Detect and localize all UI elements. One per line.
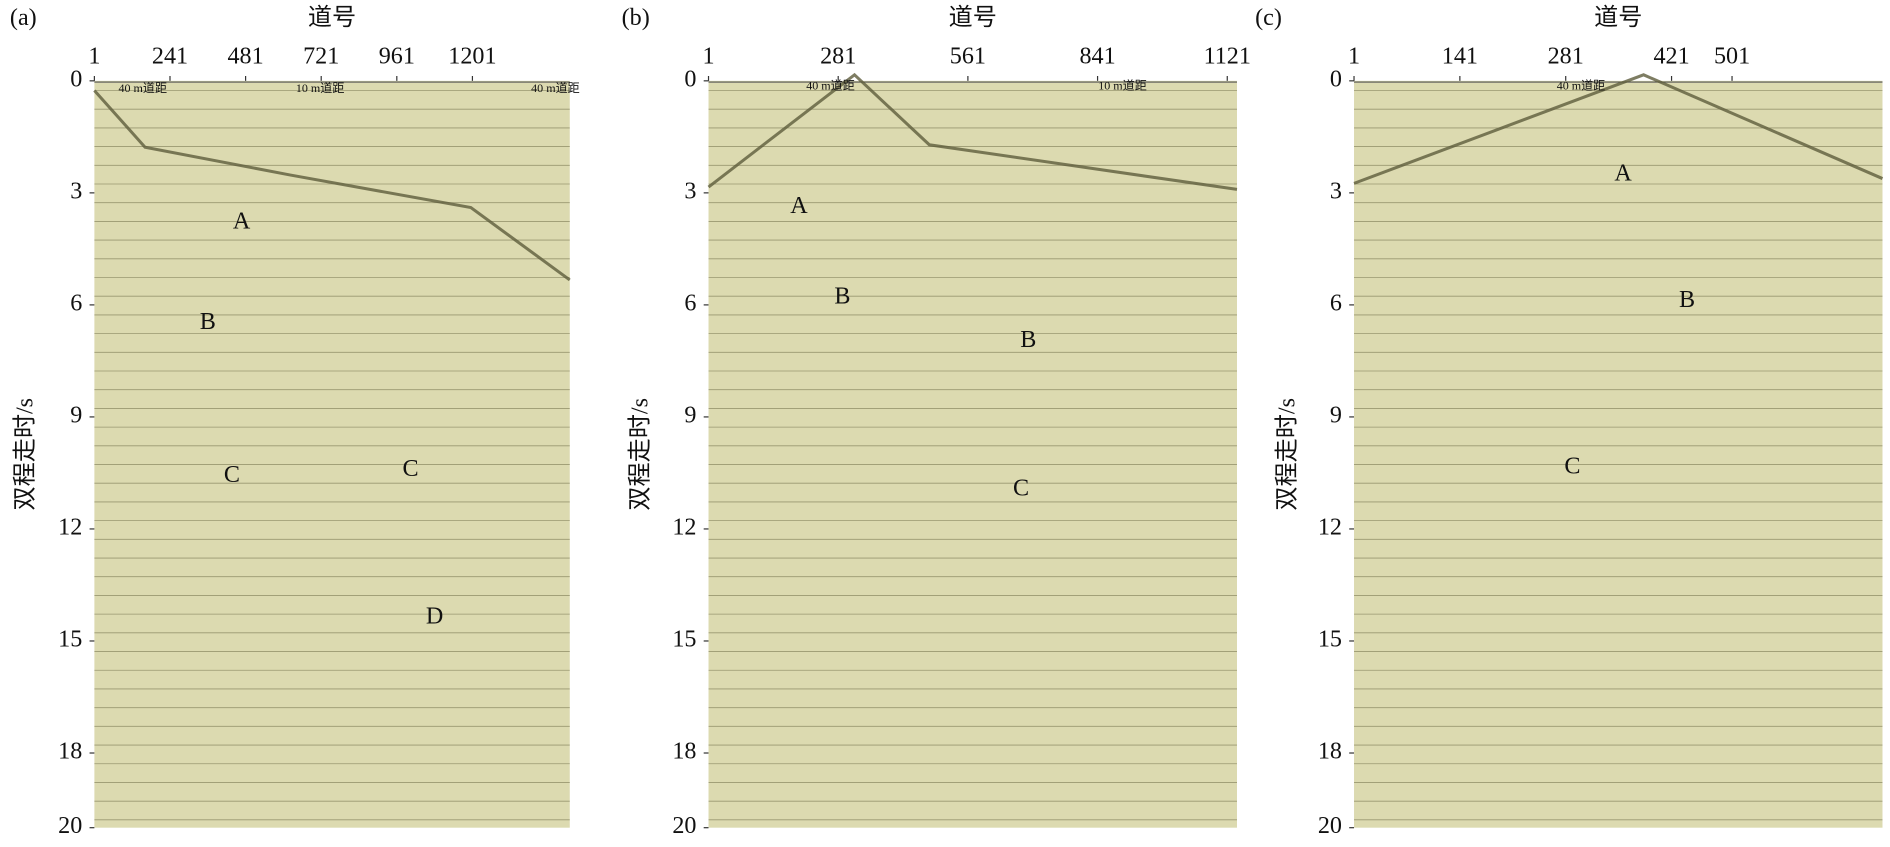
y-tick-label: 15 xyxy=(672,626,696,653)
panel-label: (a) xyxy=(10,4,37,31)
reflector-label: C xyxy=(224,461,240,488)
x-tick-label: 1 xyxy=(702,42,714,69)
y-tick-label: 3 xyxy=(684,177,696,204)
first-arrival xyxy=(1353,73,1884,185)
reflector-label: B xyxy=(834,283,850,310)
y-tick-label: 0 xyxy=(684,65,696,92)
reflector-label: A xyxy=(1614,159,1632,186)
reflector-label: A xyxy=(233,208,251,235)
x-tick-label: 501 xyxy=(1714,42,1750,69)
distance-label: 40 m道距 xyxy=(806,79,855,93)
reflector-label: A xyxy=(790,192,808,219)
y-tick-label: 18 xyxy=(672,738,696,765)
panel: 1 241 481 721 961 1201 0 3 6 9 12 15 18 20 (a) 道号双程走时/s… xyxy=(10,4,580,839)
y-tick-label: 18 xyxy=(1318,738,1342,765)
first-arrival xyxy=(707,72,1238,191)
y-tick-label: 6 xyxy=(1330,289,1342,316)
reflector-label: C xyxy=(1564,453,1580,480)
panel-label: (b) xyxy=(622,4,650,31)
distance-label: 10 m道距 xyxy=(1098,79,1147,93)
x-tick-label: 561 xyxy=(950,42,986,69)
section-background xyxy=(1354,80,1883,828)
y-tick-label: 12 xyxy=(58,513,82,540)
x-tick-label: 421 xyxy=(1653,42,1689,69)
distance-label: 10 m道距 xyxy=(296,81,345,95)
y-tick-label: 20 xyxy=(672,812,696,839)
distance-label: 40 m道距 xyxy=(119,81,168,95)
distance-label: 40 m道距 xyxy=(531,81,580,95)
section-background xyxy=(94,80,570,828)
x-axis-title: 道号 xyxy=(949,4,997,31)
x-tick-label: 1 xyxy=(88,42,100,69)
x-tick-label: 721 xyxy=(303,42,339,69)
reflector-label: B xyxy=(200,308,216,335)
y-axis-title: 双程走时/s xyxy=(1273,398,1300,511)
panel-label: (c) xyxy=(1255,4,1282,31)
y-tick-label: 9 xyxy=(1330,401,1342,428)
reflector-label: B xyxy=(1679,286,1695,313)
y-tick-label: 20 xyxy=(58,812,82,839)
x-axis-title: 道号 xyxy=(308,4,356,31)
y-axis-title: 双程走时/s xyxy=(627,398,654,511)
y-tick-label: 12 xyxy=(1318,513,1342,540)
x-tick-label: 141 xyxy=(1442,42,1478,69)
x-tick-label: 1201 xyxy=(448,42,496,69)
x-tick-label: 281 xyxy=(1548,42,1584,69)
reflector-label: D xyxy=(426,602,443,629)
x-axis-title: 道号 xyxy=(1594,4,1642,31)
y-tick-label: 0 xyxy=(70,65,82,92)
reflector-label: B xyxy=(1020,326,1036,353)
x-tick-label: 1 xyxy=(1348,42,1360,69)
y-tick-label: 0 xyxy=(1330,65,1342,92)
first-arrival xyxy=(93,89,571,282)
x-tick-label: 841 xyxy=(1079,42,1115,69)
y-tick-label: 9 xyxy=(684,401,696,428)
y-tick-label: 15 xyxy=(1318,626,1342,653)
distance-label: 40 m道距 xyxy=(1557,79,1606,93)
y-tick-label: 9 xyxy=(70,401,82,428)
y-tick-label: 3 xyxy=(1330,177,1342,204)
y-tick-label: 18 xyxy=(58,738,82,765)
x-tick-label: 1121 xyxy=(1204,42,1251,69)
y-tick-label: 3 xyxy=(70,177,82,204)
x-tick-label: 961 xyxy=(379,42,415,69)
y-tick-label: 20 xyxy=(1318,812,1342,839)
y-tick-label: 15 xyxy=(58,626,82,653)
x-tick-label: 481 xyxy=(228,42,264,69)
y-tick-label: 6 xyxy=(70,289,82,316)
x-tick-label: 241 xyxy=(152,42,188,69)
reflector-label: C xyxy=(1013,474,1029,501)
y-axis-title: 双程走时/s xyxy=(11,398,38,511)
reflector-label: C xyxy=(402,455,418,482)
y-tick-label: 6 xyxy=(684,289,696,316)
section-background xyxy=(708,80,1237,828)
x-tick-label: 281 xyxy=(820,42,856,69)
y-tick-label: 12 xyxy=(672,513,696,540)
